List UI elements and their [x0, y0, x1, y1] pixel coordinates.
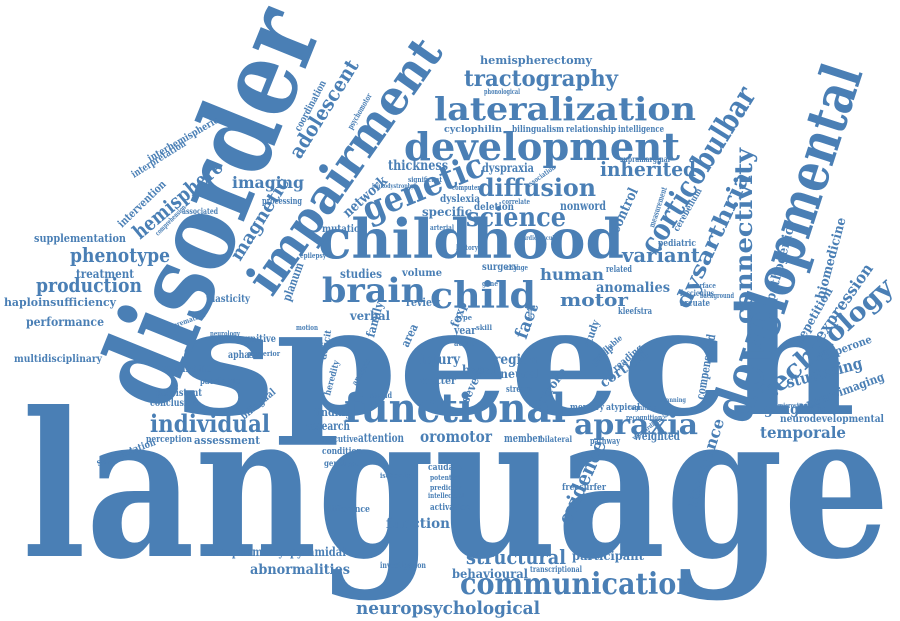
word-cognition: cognition: [628, 403, 656, 412]
word-function: function: [386, 516, 450, 532]
word-executive: executive: [320, 435, 358, 445]
word-human: human: [540, 265, 604, 284]
word-cardiovascular: cardiovascular: [520, 235, 561, 242]
word-specific: specific: [422, 205, 472, 219]
word-processing: processing: [262, 197, 303, 207]
word-surface: surface: [692, 281, 716, 290]
word-intellectual: intellectual: [428, 491, 464, 500]
word-dyspraxia: dyspraxia: [482, 161, 534, 175]
word-pyramidal: pyramidal: [290, 545, 346, 559]
word-matter: matter: [420, 376, 457, 387]
word-thickness: thickness: [388, 158, 448, 174]
word-intelligence: intelligence: [618, 125, 664, 135]
word-phenotype: phenotype: [70, 243, 170, 267]
word-neuropsychological: neuropsychological: [356, 598, 540, 619]
word-neural: neural: [500, 367, 540, 381]
word-neurology: neurology: [210, 329, 241, 338]
word-number: number: [525, 296, 534, 320]
word-cyclophilin: cyclophilin: [444, 125, 502, 135]
word-scanning: scanning: [660, 397, 687, 404]
word-research: research: [306, 419, 350, 433]
word-haploinsufficiency: haploinsufficiency: [4, 296, 117, 309]
word-multidisciplinary: multidisciplinary: [14, 354, 103, 365]
word-arcuate: arcuate: [680, 299, 710, 309]
word-change: change: [506, 263, 528, 272]
word-condition: condition: [322, 447, 362, 457]
word-ischemic: ischemic: [380, 471, 410, 480]
word-memory: memory: [570, 403, 605, 413]
word-adult: adult: [454, 339, 475, 349]
word-phonological: phonological: [484, 87, 520, 96]
word-volume: volume: [401, 268, 442, 279]
word-potential: potential: [430, 473, 460, 482]
word-motion: motion: [296, 323, 318, 332]
word-pathway: pathway: [590, 437, 621, 447]
word-arterial: arterial: [430, 223, 454, 232]
word-supramarginal: supramarginal: [620, 154, 670, 164]
word-cognitive: cognitive: [234, 334, 276, 345]
word-background: background: [700, 291, 734, 300]
word-injury: injury: [420, 352, 461, 368]
word-performance: performance: [26, 315, 104, 329]
word-imaging: imaging: [232, 173, 304, 192]
word-difference: difference: [326, 505, 370, 515]
word-attention: attention: [358, 431, 404, 445]
word-gene: gene: [482, 279, 498, 288]
word-sound: sound: [370, 390, 392, 400]
word-skill: skill: [476, 323, 492, 332]
word-leukodystrophy: leukodystrophy: [372, 183, 414, 190]
word-history: history: [456, 243, 479, 252]
word-hemispherectomy: hemispherectomy: [480, 54, 593, 67]
word-abnormalities: abnormalities: [250, 562, 350, 578]
word-bilateral: bilateral: [540, 434, 572, 444]
word-genotype: genotype: [324, 458, 360, 468]
word-verbal: verbal: [349, 309, 390, 323]
word-member: member: [504, 432, 542, 445]
word-freesurfer: freesurfer: [562, 483, 606, 493]
word-review: review: [406, 296, 440, 309]
word-temporale: temporale: [760, 423, 846, 442]
word-stream: stream: [506, 385, 532, 395]
word-studies: studies: [340, 267, 382, 281]
word-supplementation: supplementation: [34, 232, 126, 245]
word-relationship: relationship: [566, 125, 616, 135]
word-activation: activation: [430, 503, 470, 513]
word-investigation: investigation: [380, 560, 426, 570]
word-region: region: [494, 352, 538, 368]
word-type: type: [456, 313, 473, 322]
word-morphometry: morphometry: [210, 545, 285, 559]
word-plasticity: plasticity: [206, 294, 251, 305]
word-computer: computer: [452, 183, 480, 192]
word-associated: associated: [182, 206, 218, 216]
word-bilingualism: bilingualism: [512, 125, 564, 135]
word-nonword: nonword: [560, 199, 606, 213]
word-kleefstra: kleefstra: [618, 307, 652, 317]
word-assessment: assessment: [194, 434, 261, 447]
word-transcriptional: transcriptional: [530, 564, 582, 574]
word-microstructure: microstructure: [778, 401, 820, 410]
word-treatment: treatment: [76, 267, 134, 281]
word-posterior: posterior: [248, 349, 280, 358]
word-participant: participant: [572, 549, 644, 563]
word-related: related: [606, 265, 633, 275]
word-caudate: caudate: [428, 463, 462, 473]
word-paediatric: paediatric: [200, 377, 240, 387]
word-epilepsy: epilepsy: [300, 251, 327, 260]
word-lateralization: lateralization: [434, 90, 696, 128]
word-mutation: mutation: [322, 224, 367, 235]
word-finding: finding: [314, 406, 352, 419]
word-behavioural: behavioural: [452, 567, 528, 581]
word-pediatric: pediatric: [658, 239, 696, 249]
word-conclusion: conclusion: [150, 398, 199, 409]
word-neurodevelopmental: neurodevelopmental: [780, 414, 884, 425]
word-syndrome: syndrome: [162, 361, 212, 375]
word-oromotor: oromotor: [420, 427, 492, 446]
word-correlate: correlate: [502, 197, 530, 206]
